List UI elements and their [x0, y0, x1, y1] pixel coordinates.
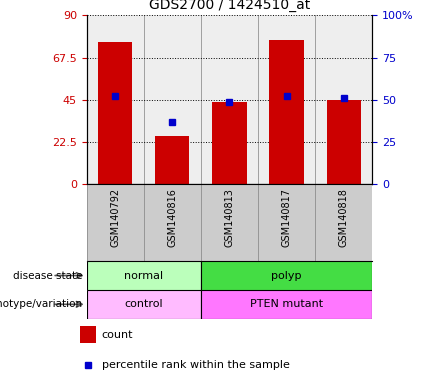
Bar — [269, 40, 304, 184]
Bar — [155, 136, 190, 184]
Text: genotype/variation: genotype/variation — [0, 299, 82, 310]
Text: count: count — [102, 330, 133, 340]
Text: GSM140813: GSM140813 — [224, 188, 235, 247]
Text: control: control — [124, 299, 163, 310]
Bar — [201, 290, 372, 319]
Bar — [212, 102, 247, 184]
Text: percentile rank within the sample: percentile rank within the sample — [102, 360, 290, 370]
Text: polyp: polyp — [271, 270, 302, 281]
Bar — [87, 261, 201, 290]
Text: GSM140817: GSM140817 — [281, 188, 292, 247]
Title: GDS2700 / 1424510_at: GDS2700 / 1424510_at — [149, 0, 310, 12]
Text: GSM140792: GSM140792 — [110, 188, 120, 247]
Bar — [201, 261, 372, 290]
Text: normal: normal — [124, 270, 163, 281]
Text: PTEN mutant: PTEN mutant — [250, 299, 323, 310]
Bar — [87, 290, 201, 319]
Bar — [326, 100, 361, 184]
Text: GSM140816: GSM140816 — [167, 188, 178, 247]
Text: disease state: disease state — [13, 270, 82, 281]
Text: GSM140818: GSM140818 — [339, 188, 349, 247]
Bar — [81, 326, 96, 343]
Bar — [98, 41, 132, 184]
